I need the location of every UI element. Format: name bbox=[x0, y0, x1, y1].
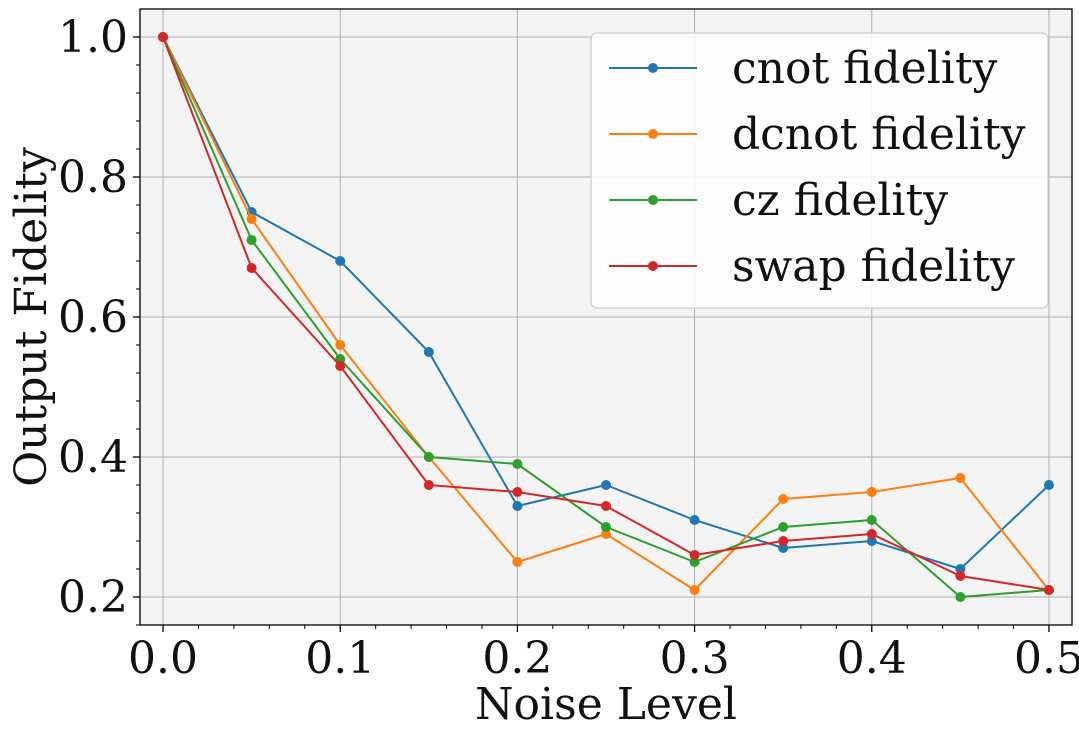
data-point-cnot-fidelity bbox=[423, 347, 434, 357]
data-point-dcnot-fidelity bbox=[955, 473, 966, 483]
y-axis-title: Output Fidelity bbox=[6, 147, 57, 487]
data-point-cnot-fidelity bbox=[335, 256, 346, 266]
data-point-dcnot-fidelity bbox=[689, 585, 700, 595]
y-tick-label: 1.0 bbox=[58, 12, 128, 63]
y-axis-ticks: 0.2 0.4 0.6 0.8 1.0 bbox=[58, 12, 140, 623]
data-point-swap-fidelity bbox=[866, 529, 877, 539]
legend-marker-dcnot-fidelity bbox=[648, 129, 658, 139]
x-tick-label: 0.2 bbox=[482, 633, 552, 684]
data-point-cz-fidelity bbox=[512, 459, 523, 469]
y-tick-label: 0.4 bbox=[58, 432, 128, 483]
legend: cnot fidelity dcnot fidelity cz fidelity sw… bbox=[590, 32, 1049, 309]
legend-entry-cnot-fidelity: cnot fidelity bbox=[609, 43, 998, 94]
data-point-cnot-fidelity bbox=[689, 515, 700, 525]
data-point-cz-fidelity bbox=[246, 235, 257, 245]
legend-marker-swap-fidelity bbox=[648, 261, 658, 271]
data-point-swap-fidelity bbox=[689, 550, 700, 560]
data-point-swap-fidelity bbox=[423, 480, 434, 490]
y-tick-label: 0.8 bbox=[58, 152, 128, 203]
data-point-swap-fidelity bbox=[335, 361, 346, 371]
data-point-cz-fidelity bbox=[778, 522, 789, 532]
legend-label-cz-fidelity: cz fidelity bbox=[732, 175, 948, 226]
legend-label-swap-fidelity: swap fidelity bbox=[732, 241, 1015, 292]
x-axis-ticks: 0.0 0.1 0.2 0.3 0.4 0.5 bbox=[128, 625, 1079, 684]
legend-marker-cz-fidelity bbox=[648, 195, 658, 205]
x-tick-label: 0.0 bbox=[128, 633, 198, 684]
minor-ticks bbox=[136, 64, 1015, 629]
data-point-swap-fidelity bbox=[1043, 585, 1054, 595]
data-point-dcnot-fidelity bbox=[866, 487, 877, 497]
data-point-cz-fidelity bbox=[689, 557, 700, 567]
data-point-cnot-fidelity bbox=[778, 543, 789, 553]
data-point-cz-fidelity bbox=[866, 515, 877, 525]
x-tick-label: 0.1 bbox=[305, 633, 375, 684]
legend-entry-cz-fidelity: cz fidelity bbox=[609, 175, 948, 226]
x-tick-label: 0.3 bbox=[660, 633, 730, 684]
x-axis-title: Noise Level bbox=[475, 679, 737, 730]
legend-marker-cnot-fidelity bbox=[648, 63, 658, 73]
data-point-swap-fidelity bbox=[955, 571, 966, 581]
data-point-cnot-fidelity bbox=[955, 564, 966, 574]
data-point-swap-fidelity bbox=[512, 487, 523, 497]
data-point-cz-fidelity bbox=[955, 592, 966, 602]
data-point-swap-fidelity bbox=[158, 32, 169, 42]
data-point-dcnot-fidelity bbox=[601, 529, 611, 539]
x-tick-label: 0.5 bbox=[1014, 633, 1079, 684]
x-tick-label: 0.4 bbox=[837, 633, 907, 684]
legend-label-cnot-fidelity: cnot fidelity bbox=[732, 43, 998, 94]
data-point-swap-fidelity bbox=[246, 263, 257, 273]
data-point-dcnot-fidelity bbox=[335, 340, 346, 350]
data-point-dcnot-fidelity bbox=[778, 494, 789, 504]
legend-box bbox=[590, 32, 1049, 309]
y-tick-label: 0.2 bbox=[58, 572, 128, 623]
data-point-cz-fidelity bbox=[601, 522, 611, 532]
data-point-dcnot-fidelity bbox=[246, 214, 257, 224]
data-point-swap-fidelity bbox=[778, 536, 789, 546]
series-swap-fidelity bbox=[158, 32, 1054, 595]
series-layer bbox=[158, 32, 1054, 602]
series-cnot-fidelity bbox=[158, 32, 1054, 574]
legend-label-dcnot-fidelity: dcnot fidelity bbox=[732, 109, 1026, 160]
data-point-cz-fidelity bbox=[335, 354, 346, 364]
y-tick-label: 0.6 bbox=[58, 292, 128, 343]
data-point-cnot-fidelity bbox=[601, 480, 611, 490]
data-point-cnot-fidelity bbox=[1043, 480, 1054, 490]
data-point-dcnot-fidelity bbox=[512, 557, 523, 567]
legend-entry-dcnot-fidelity: dcnot fidelity bbox=[609, 109, 1026, 160]
data-point-cz-fidelity bbox=[423, 452, 434, 462]
data-point-cnot-fidelity bbox=[866, 536, 877, 546]
legend-entry-swap-fidelity: swap fidelity bbox=[609, 241, 1015, 292]
data-point-cnot-fidelity bbox=[512, 501, 523, 511]
data-point-swap-fidelity bbox=[601, 501, 611, 511]
